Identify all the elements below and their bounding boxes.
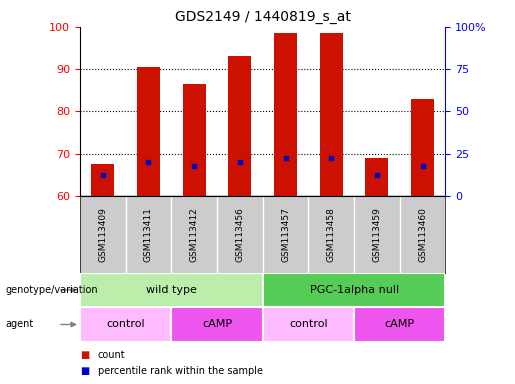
Bar xyxy=(366,158,388,196)
Text: ■: ■ xyxy=(80,366,89,376)
Text: GSM113409: GSM113409 xyxy=(98,207,107,262)
Bar xyxy=(274,33,297,196)
Title: GDS2149 / 1440819_s_at: GDS2149 / 1440819_s_at xyxy=(175,10,351,25)
Bar xyxy=(354,307,445,342)
Text: GSM113411: GSM113411 xyxy=(144,207,153,262)
Bar xyxy=(183,84,205,196)
Bar xyxy=(91,164,114,196)
Bar xyxy=(320,33,342,196)
Text: count: count xyxy=(98,350,126,360)
Bar xyxy=(171,307,263,342)
Bar xyxy=(228,56,251,196)
Text: PGC-1alpha null: PGC-1alpha null xyxy=(310,285,399,295)
Text: GSM113460: GSM113460 xyxy=(418,207,427,262)
Text: GSM113456: GSM113456 xyxy=(235,207,244,262)
Text: ■: ■ xyxy=(80,350,89,360)
Text: control: control xyxy=(289,319,328,329)
Bar xyxy=(263,307,354,342)
Text: GSM113458: GSM113458 xyxy=(327,207,336,262)
Bar xyxy=(411,99,434,196)
Text: control: control xyxy=(106,319,145,329)
Text: wild type: wild type xyxy=(146,285,197,295)
Text: percentile rank within the sample: percentile rank within the sample xyxy=(98,366,263,376)
Bar xyxy=(80,307,171,342)
Text: agent: agent xyxy=(5,319,33,329)
Text: cAMP: cAMP xyxy=(385,319,415,329)
Bar xyxy=(263,273,445,307)
Text: cAMP: cAMP xyxy=(202,319,232,329)
Text: GSM113459: GSM113459 xyxy=(372,207,382,262)
Text: genotype/variation: genotype/variation xyxy=(5,285,98,295)
Bar xyxy=(80,273,263,307)
Text: GSM113412: GSM113412 xyxy=(190,207,199,262)
Bar xyxy=(137,67,160,196)
Text: GSM113457: GSM113457 xyxy=(281,207,290,262)
